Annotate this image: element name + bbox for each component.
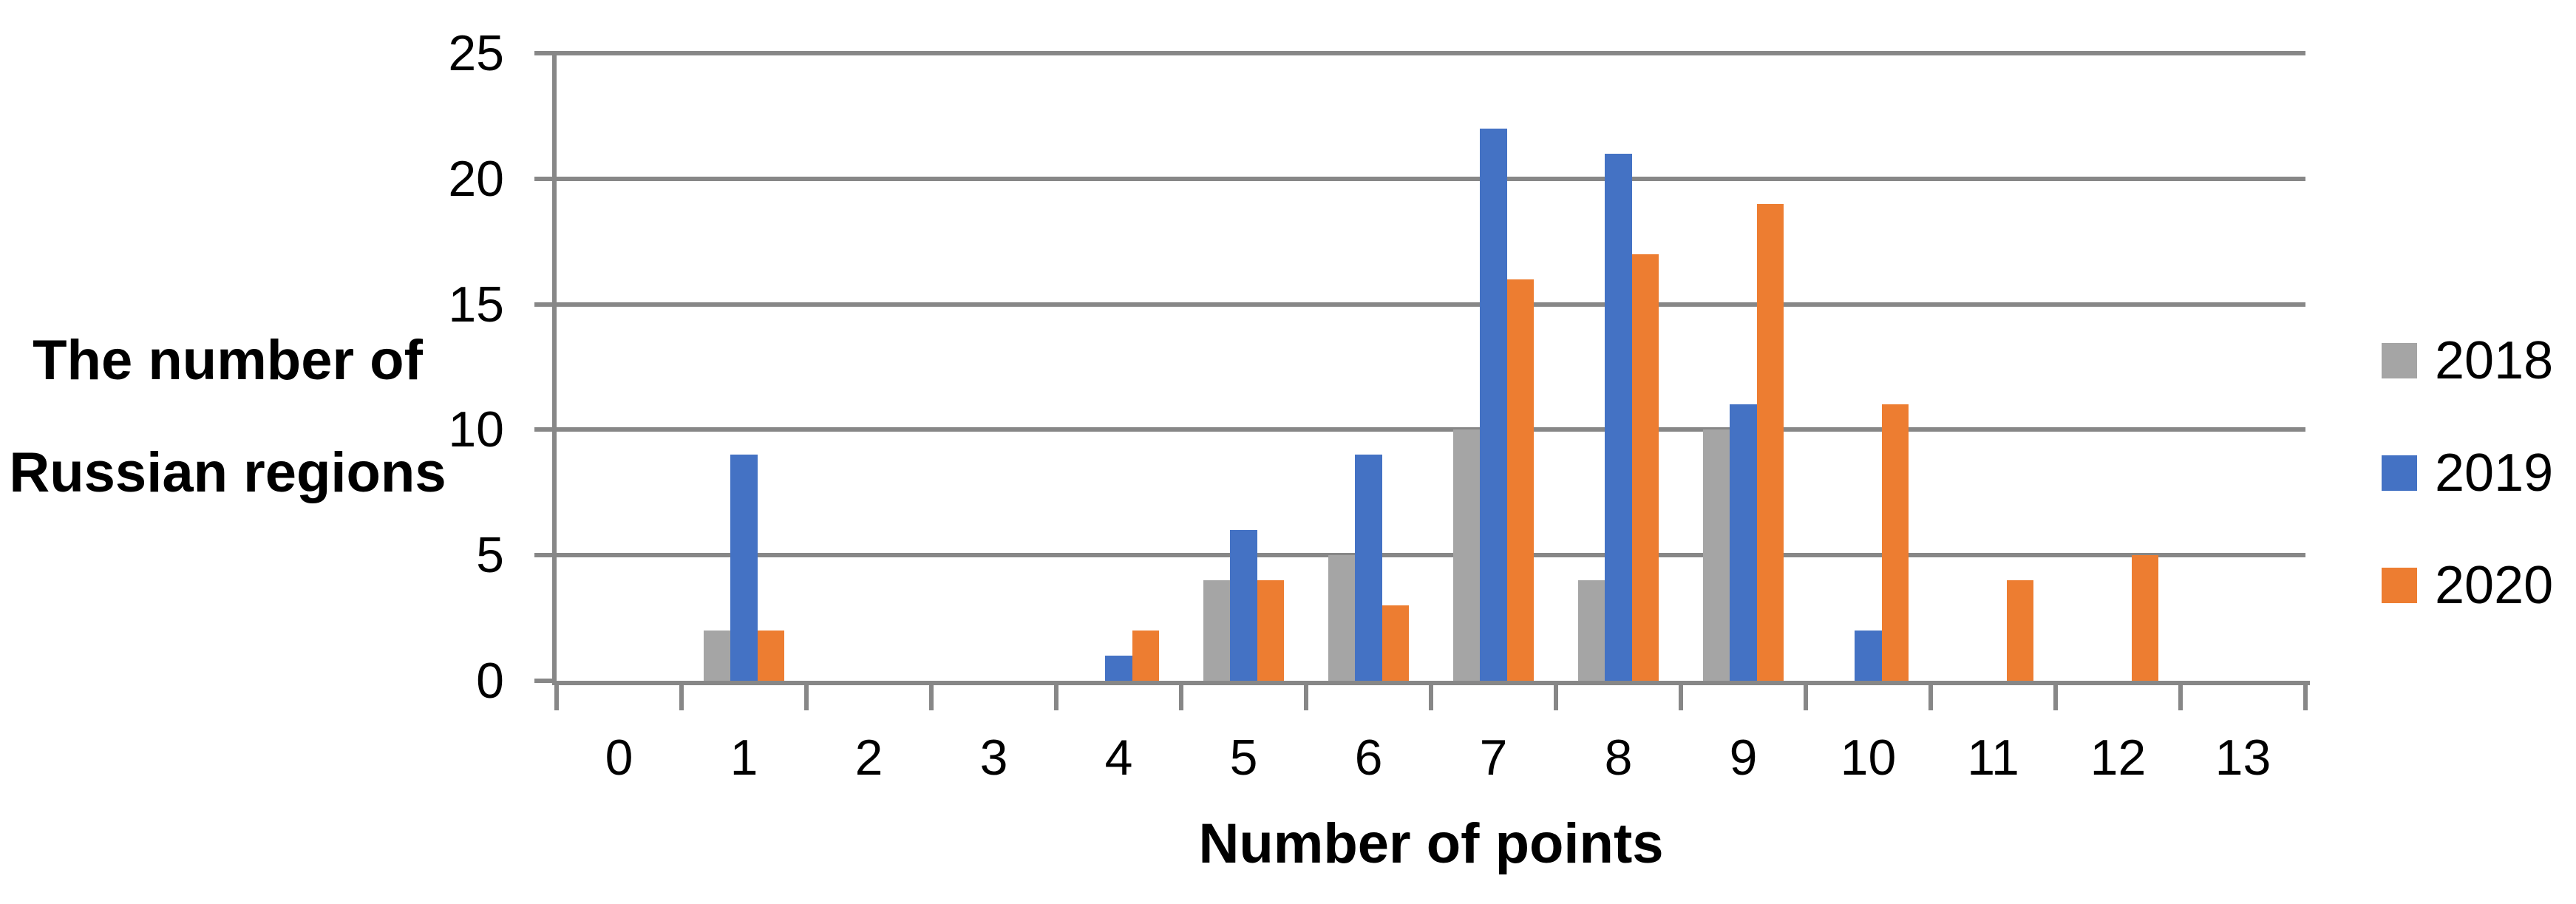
bar-2018-points-1 xyxy=(703,631,731,681)
bar-2019-points-6 xyxy=(1355,455,1382,681)
bar-2020-points-7 xyxy=(1506,279,1535,681)
x-tick-4 xyxy=(1054,685,1058,710)
gridline-y-15 xyxy=(557,302,2305,307)
bar-2019-points-7 xyxy=(1480,128,1507,681)
bar-2019-points-4 xyxy=(1105,656,1132,681)
y-axis-title: The number of Russian regions xyxy=(6,305,449,529)
x-axis-title: Number of points xyxy=(1198,812,1664,875)
legend-swatch-2020 xyxy=(2382,568,2417,603)
x-tick-label-7: 7 xyxy=(1479,730,1508,786)
y-tick-label-5: 5 xyxy=(476,527,504,583)
x-tick-label-1: 1 xyxy=(730,730,758,786)
x-tick-label-9: 9 xyxy=(1729,730,1758,786)
x-tick-9 xyxy=(1679,685,1683,710)
y-tick-10 xyxy=(534,427,557,432)
legend-item-2019: 2019 xyxy=(2382,436,2553,510)
x-tick-label-12: 12 xyxy=(2090,730,2147,786)
y-axis-line xyxy=(552,53,557,685)
bar-2020-points-12 xyxy=(2131,555,2159,681)
x-tick-3 xyxy=(929,685,934,710)
y-tick-label-20: 20 xyxy=(448,151,504,207)
y-tick-5 xyxy=(534,553,557,557)
x-tick-12 xyxy=(2053,685,2058,710)
bar-2018-points-5 xyxy=(1203,580,1231,681)
bar-2020-points-4 xyxy=(1132,631,1160,681)
x-tick-label-3: 3 xyxy=(979,730,1008,786)
bar-2018-points-9 xyxy=(1702,429,1730,681)
bar-2019-points-9 xyxy=(1730,404,1757,681)
x-tick-5 xyxy=(1179,685,1183,710)
y-tick-15 xyxy=(534,302,557,307)
bar-2018-points-7 xyxy=(1452,429,1481,681)
gridline-y-25 xyxy=(557,51,2305,55)
bar-2018-points-6 xyxy=(1328,555,1356,681)
x-tick-label-2: 2 xyxy=(854,730,883,786)
legend-label-2018: 2018 xyxy=(2435,331,2554,390)
y-tick-20 xyxy=(534,177,557,181)
gridline-y-20 xyxy=(557,177,2305,181)
y-axis-title-line-2: Russian regions xyxy=(9,441,446,504)
x-tick-label-6: 6 xyxy=(1354,730,1383,786)
y-tick-25 xyxy=(534,51,557,55)
y-tick-label-10: 10 xyxy=(448,401,504,458)
x-tick-14 xyxy=(2303,685,2308,710)
x-axis-line xyxy=(552,681,2310,685)
legend-item-2018: 2018 xyxy=(2382,324,2553,398)
x-tick-label-4: 4 xyxy=(1104,730,1133,786)
gridline-y-10 xyxy=(557,427,2305,432)
legend-swatch-2019 xyxy=(2382,455,2417,491)
x-tick-7 xyxy=(1429,685,1433,710)
x-tick-label-13: 13 xyxy=(2215,730,2271,786)
bar-2020-points-8 xyxy=(1631,254,1659,681)
plot-area xyxy=(557,51,2305,681)
legend-label-2020: 2020 xyxy=(2435,556,2554,615)
x-tick-8 xyxy=(1554,685,1558,710)
x-tick-1 xyxy=(679,685,684,710)
bar-2020-points-6 xyxy=(1382,605,1410,681)
x-tick-0 xyxy=(554,685,559,710)
bar-2020-points-11 xyxy=(2006,580,2034,681)
bar-2018-points-8 xyxy=(1577,580,1605,681)
x-tick-label-5: 5 xyxy=(1229,730,1258,786)
bar-2020-points-10 xyxy=(1881,404,1909,681)
x-tick-label-10: 10 xyxy=(1840,730,1897,786)
bar-2019-points-1 xyxy=(730,455,758,681)
x-tick-2 xyxy=(804,685,809,710)
y-tick-0 xyxy=(534,679,557,683)
legend-swatch-2018 xyxy=(2382,343,2417,378)
bar-2020-points-5 xyxy=(1257,580,1285,681)
bar-2020-points-1 xyxy=(757,631,785,681)
x-tick-13 xyxy=(2178,685,2183,710)
x-tick-label-11: 11 xyxy=(1967,730,2019,786)
bar-2019-points-5 xyxy=(1230,530,1257,681)
y-tick-label-0: 0 xyxy=(476,653,504,709)
x-tick-label-0: 0 xyxy=(605,730,633,786)
x-tick-label-8: 8 xyxy=(1604,730,1633,786)
legend-item-2020: 2020 xyxy=(2382,548,2553,622)
bar-2019-points-10 xyxy=(1855,631,1882,681)
x-tick-6 xyxy=(1304,685,1308,710)
bar-2019-points-8 xyxy=(1605,153,1632,681)
y-axis-title-line-1: The number of xyxy=(33,329,423,392)
y-tick-label-25: 25 xyxy=(448,25,504,81)
x-tick-10 xyxy=(1804,685,1808,710)
gridline-y-5 xyxy=(557,553,2305,557)
bar-2020-points-9 xyxy=(1756,203,1784,681)
legend-label-2019: 2019 xyxy=(2435,443,2554,503)
x-tick-11 xyxy=(1928,685,1933,710)
y-tick-label-15: 15 xyxy=(448,276,504,333)
